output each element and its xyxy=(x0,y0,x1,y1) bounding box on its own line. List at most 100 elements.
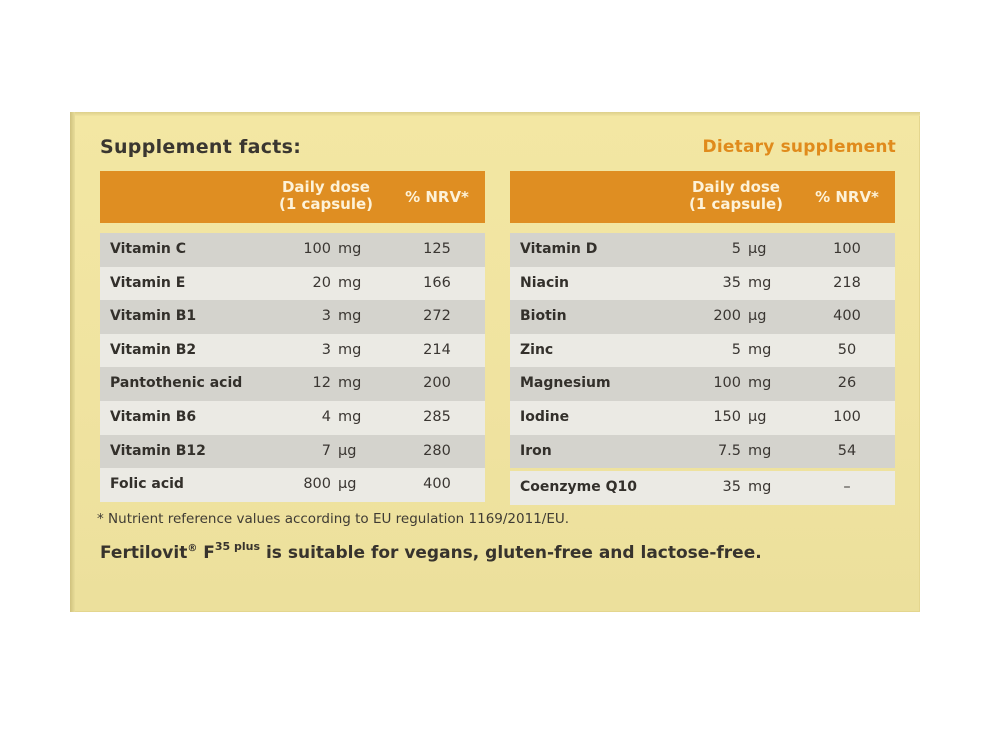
nutrient-amount: 20 xyxy=(312,274,331,291)
nutrient-amount: 4 xyxy=(321,408,331,425)
nutrient-name: Zinc xyxy=(520,341,554,358)
daily-dose-line2: (1 capsule) xyxy=(688,195,784,213)
nutrient-amount: 7.5 xyxy=(717,442,741,459)
nutrient-nrv: 100 xyxy=(833,241,861,257)
nutrient-amount: 12 xyxy=(312,375,331,392)
nutrient-nrv: 166 xyxy=(423,274,451,291)
nutrient-nrv: 50 xyxy=(837,341,857,358)
brand-name: Fertilovit xyxy=(100,543,188,563)
nutrient-nrv: 272 xyxy=(423,308,451,325)
nutrient-nrv: 100 xyxy=(833,408,861,425)
nutrient-name: Vitamin B6 xyxy=(110,408,197,425)
nutrient-nrv: 400 xyxy=(833,308,861,325)
left-facts-table: Daily dose (1 capsule) % NRV* Vitamin C 1… xyxy=(100,171,485,502)
nutrient-amount: 5 xyxy=(731,341,741,358)
nutrient-nrv: 214 xyxy=(423,341,451,358)
nutrient-unit: mg xyxy=(338,308,362,325)
table-row: Folic acid 800 µg 400 xyxy=(100,468,485,502)
nutrient-nrv: 200 xyxy=(423,375,451,392)
nutrient-amount: 3 xyxy=(321,341,331,358)
daily-dose-header: Daily dose (1 capsule) xyxy=(678,179,794,213)
nutrient-name: Vitamin B12 xyxy=(110,442,206,459)
nutrient-unit: mg xyxy=(748,442,772,459)
table-row: Vitamin D 5 µg 100 xyxy=(510,233,895,267)
nutrient-nrv: – xyxy=(843,479,851,496)
nutrient-name: Iodine xyxy=(520,408,570,425)
table-row: Vitamin E 20 mg 166 xyxy=(100,266,485,301)
nutrient-amount: 35 xyxy=(722,479,741,496)
claim-text: is suitable for vegans, gluten-free and … xyxy=(265,543,762,563)
nutrient-name: Biotin xyxy=(520,308,567,325)
nutrient-unit: mg xyxy=(748,274,772,291)
nutrient-unit: mg xyxy=(338,341,362,358)
daily-dose-line1: Daily dose xyxy=(281,178,370,196)
table-row: Vitamin B6 4 mg 285 xyxy=(100,400,485,435)
nutrient-nrv: 400 xyxy=(423,476,451,493)
dietary-supplement-label: Dietary supplement xyxy=(702,137,896,157)
table-row: Niacin 35 mg 218 xyxy=(510,266,895,301)
nutrient-name: Magnesium xyxy=(520,375,611,392)
nutrient-nrv: 54 xyxy=(837,442,857,459)
nutrient-unit: mg xyxy=(338,375,362,392)
table-row: Vitamin B12 7 µg 280 xyxy=(100,434,485,469)
nutrient-amount: 100 xyxy=(303,241,331,257)
daily-dose-header: Daily dose (1 capsule) xyxy=(268,179,384,213)
daily-dose-line2: (1 capsule) xyxy=(278,195,374,213)
nutrient-amount: 7 xyxy=(321,442,331,459)
nutrient-nrv: 26 xyxy=(837,375,857,392)
nutrient-name: Coenzyme Q10 xyxy=(520,479,637,496)
nutrient-unit: µg xyxy=(748,241,767,257)
nutrient-name: Iron xyxy=(520,442,552,459)
table-row: Magnesium 100 mg 26 xyxy=(510,367,895,401)
nutrient-amount: 150 xyxy=(713,408,741,425)
nutrient-nrv: 218 xyxy=(833,274,861,291)
right-facts-table: Daily dose (1 capsule) % NRV* Vitamin D 5… xyxy=(510,171,895,505)
nutrient-name: Niacin xyxy=(520,274,570,291)
table-row: Iron 7.5 mg 54 xyxy=(510,434,895,469)
box-top-edge xyxy=(70,112,920,116)
nrv-header: % NRV* xyxy=(815,188,879,206)
nutrient-amount: 35 xyxy=(722,274,741,291)
nutrient-amount: 3 xyxy=(321,308,331,325)
registered-mark: ® xyxy=(187,543,198,554)
nutrient-amount: 200 xyxy=(713,308,741,325)
nutrient-unit: mg xyxy=(748,479,772,496)
nutrient-unit: mg xyxy=(748,375,772,392)
right-table-body: Vitamin D 5 µg 100 Niacin 35 mg 218 Biotin 200 µg 4… xyxy=(510,233,895,469)
nutrient-unit: µg xyxy=(338,476,357,493)
product-claim: Fertilovit® F35 plus is suitable for veg… xyxy=(100,540,762,563)
nutrient-name: Folic acid xyxy=(110,476,184,493)
nutrient-amount: 5 xyxy=(731,241,741,257)
left-table-body: Vitamin C 100 mg 125 Vitamin E 20 mg 166 Vitamin… xyxy=(100,233,485,502)
daily-dose-line1: Daily dose xyxy=(691,178,780,196)
nutrient-name: Vitamin E xyxy=(110,274,186,291)
product-superscript: 35 plus xyxy=(214,540,261,553)
table-row: Iodine 150 µg 100 xyxy=(510,400,895,435)
nutrient-unit: µg xyxy=(748,408,767,425)
table-row: Coenzyme Q10 35 mg – xyxy=(510,471,895,505)
table-row: Zinc 5 mg 50 xyxy=(510,333,895,368)
box-left-edge xyxy=(70,112,75,612)
nutrient-name: Vitamin C xyxy=(110,241,187,257)
table-row: Pantothenic acid 12 mg 200 xyxy=(100,367,485,401)
nutrient-unit: µg xyxy=(748,308,767,325)
nutrient-amount: 100 xyxy=(713,375,741,392)
nutrient-name: Vitamin B2 xyxy=(110,341,197,358)
nutrient-nrv: 125 xyxy=(423,241,451,257)
table-header: Daily dose (1 capsule) % NRV* xyxy=(100,171,485,223)
nutrient-unit: mg xyxy=(748,341,772,358)
nutrient-nrv: 285 xyxy=(423,408,451,425)
nutrient-amount: 800 xyxy=(303,476,331,493)
nutrient-name: Vitamin D xyxy=(520,241,598,257)
product-letter: F xyxy=(203,543,215,563)
nutrient-nrv: 280 xyxy=(423,442,451,459)
nrv-footnote: * Nutrient reference values according to… xyxy=(97,511,570,527)
table-header: Daily dose (1 capsule) % NRV* xyxy=(510,171,895,223)
nutrient-unit: µg xyxy=(338,442,357,459)
table-row: Biotin 200 µg 400 xyxy=(510,300,895,334)
nrv-header: % NRV* xyxy=(405,188,469,206)
nutrient-unit: mg xyxy=(338,408,362,425)
nutrient-name: Pantothenic acid xyxy=(110,375,243,392)
nutrient-name: Vitamin B1 xyxy=(110,308,197,325)
table-row: Vitamin B1 3 mg 272 xyxy=(100,300,485,334)
